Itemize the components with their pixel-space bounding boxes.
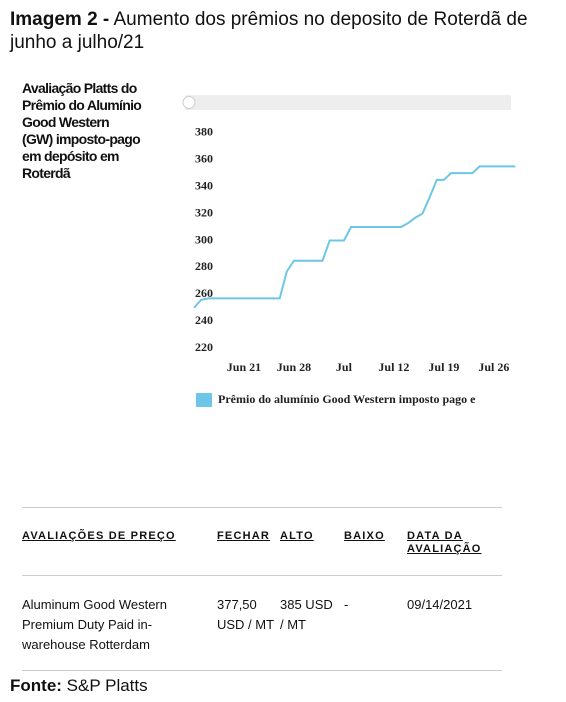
source: Fonte: S&P Platts: [10, 676, 148, 696]
x-tick-label: Jun 28: [277, 360, 311, 374]
x-tick-label: Jul 12: [378, 360, 409, 374]
table-cell: 377,50 USD / MT: [217, 597, 275, 632]
rule: [22, 575, 502, 576]
scroll-handle: [182, 96, 196, 109]
table-header: FECHAR: [217, 530, 271, 542]
y-tick-label: 280: [195, 259, 213, 273]
line: [193, 165, 516, 309]
title: Imagem 2 - Aumento dos prêmios no deposi…: [10, 8, 550, 54]
table-header: AVALIAÇÕES DE PREÇO: [22, 530, 176, 542]
y-tick-label: 360: [195, 151, 213, 165]
x-tick-label: Jul 19: [428, 360, 459, 374]
x-tick-label: Jul: [336, 360, 353, 374]
y-tick-label: 340: [195, 178, 213, 192]
x-tick-label: Jun 21: [227, 360, 261, 374]
scrollbar: [185, 95, 511, 110]
table-header: BAIXO: [344, 530, 385, 542]
y-tick-label: 300: [195, 232, 213, 246]
title-bold: Imagem 2 -: [10, 9, 110, 30]
rule: [22, 670, 502, 671]
legend-label: Prêmio do alumínio Good Western imposto …: [218, 392, 476, 406]
table-cell: Aluminum Good Western Premium Duty Paid …: [22, 597, 167, 652]
table-cell: 385 USD / MT: [280, 597, 333, 632]
rule: [22, 507, 502, 508]
source-label: Fonte:: [10, 676, 62, 695]
source-text: S&P Platts: [66, 676, 148, 695]
table-header: ALTO: [280, 530, 314, 542]
y-tick-label: 260: [195, 286, 213, 300]
table-header: DATA DA AVALIAÇÃO: [407, 530, 482, 555]
table-cell: 09/14/2021: [407, 597, 473, 612]
title-text: Aumento dos prêmios no deposito de Roter…: [10, 9, 528, 53]
table-cell: -: [344, 597, 349, 612]
chart-caption: Avaliação Platts do Prêmio do Alumínio G…: [22, 80, 142, 181]
legend-swatch: [196, 393, 212, 407]
x-tick-label: Jul 26: [478, 360, 509, 374]
y-tick-label: 380: [195, 124, 213, 138]
y-tick-label: 240: [195, 313, 213, 327]
y-tick-label: 220: [195, 340, 213, 354]
y-tick-label: 320: [195, 205, 213, 219]
